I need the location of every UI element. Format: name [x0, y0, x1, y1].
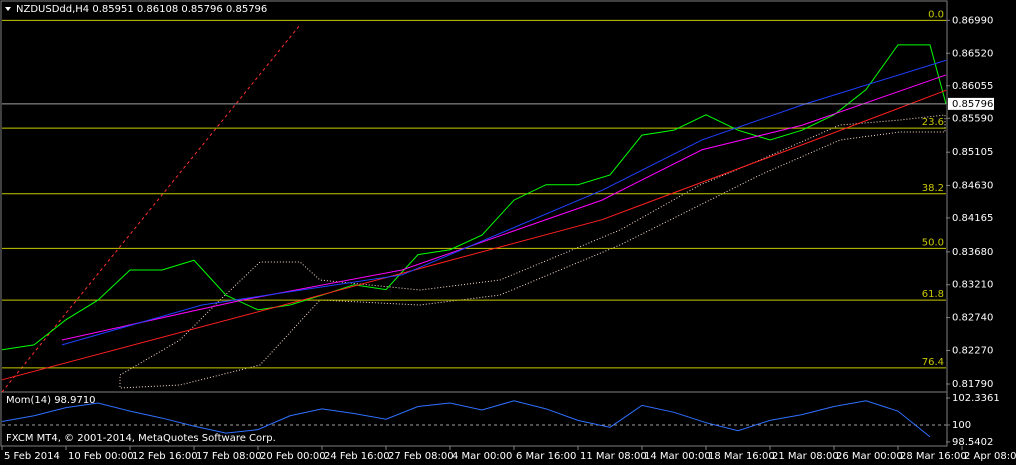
x-tick-label: 5 Feb 2014 [4, 451, 60, 462]
fib-label: 50.0 [922, 237, 944, 248]
x-tick-label: 11 Mar 08:00 [580, 451, 647, 462]
indicator-title: Mom(14) 98.9710 [6, 395, 96, 406]
last-price-box [948, 97, 994, 110]
x-tick-label: 27 Feb 08:00 [388, 451, 454, 462]
series-line [61, 59, 947, 346]
x-tick-label: 18 Mar 16:00 [708, 451, 775, 462]
y-tick-label: 0.81790 [952, 379, 993, 390]
fib-label: 0.0 [928, 9, 944, 20]
chart-title: NZDUSDdd,H4 0.85951 0.86108 0.85796 0.85… [16, 4, 267, 15]
y-tick-label: 0.83680 [952, 247, 993, 258]
fib-label: 61.8 [922, 289, 944, 300]
y-tick-label: 0.85105 [952, 147, 993, 158]
x-tick-label: 2 Apr 08:00 [964, 451, 1016, 462]
y-tick-label: 0.85590 [952, 113, 993, 124]
y-tick-label: 0.84165 [952, 213, 993, 224]
x-tick-label: 4 Mar 00:00 [452, 451, 512, 462]
x-tick-label: 6 Mar 16:00 [516, 451, 576, 462]
y-tick-label: 0.86520 [952, 48, 993, 59]
x-tick-label: 14 Mar 00:00 [644, 451, 711, 462]
y-tick-label: 98.5402 [952, 437, 993, 448]
copyright: FXCM MT4, © 2001-2014, MetaQuotes Softwa… [6, 433, 276, 444]
x-tick-label: 10 Feb 00:00 [68, 451, 134, 462]
series-line [1, 89, 947, 381]
y-tick-label: 0.86055 [952, 81, 993, 92]
x-tick-label: 12 Feb 16:00 [132, 451, 198, 462]
menu-triangle [5, 7, 11, 11]
series-line [1, 44, 947, 351]
series-line [1, 400, 931, 438]
x-tick-label: 26 Mar 00:00 [836, 451, 903, 462]
y-tick-label: 100 [952, 420, 971, 431]
frame [0, 0, 948, 447]
y-tick-label: 102.3361 [952, 393, 1000, 404]
x-tick-label: 20 Feb 00:00 [260, 451, 326, 462]
fib-label: 76.4 [922, 357, 944, 368]
ichimoku-cloud [119, 114, 946, 389]
x-tick-label: 28 Mar 16:00 [900, 451, 967, 462]
y-tick-label: 0.82270 [952, 345, 993, 356]
x-tick-label: 17 Feb 08:00 [196, 451, 262, 462]
y-tick-label: 0.84630 [952, 180, 993, 191]
fib-label: 23.6 [922, 117, 944, 128]
last-price-label: 0.85796 [952, 99, 993, 110]
series-line [61, 74, 947, 341]
x-tick-label: 21 Mar 08:00 [772, 451, 839, 462]
y-tick-label: 0.82740 [952, 313, 993, 324]
x-tick-label: 24 Feb 16:00 [324, 451, 390, 462]
y-tick-label: 0.86990 [952, 15, 993, 26]
fib-label: 38.2 [922, 183, 944, 194]
y-tick-label: 0.83210 [952, 280, 993, 291]
